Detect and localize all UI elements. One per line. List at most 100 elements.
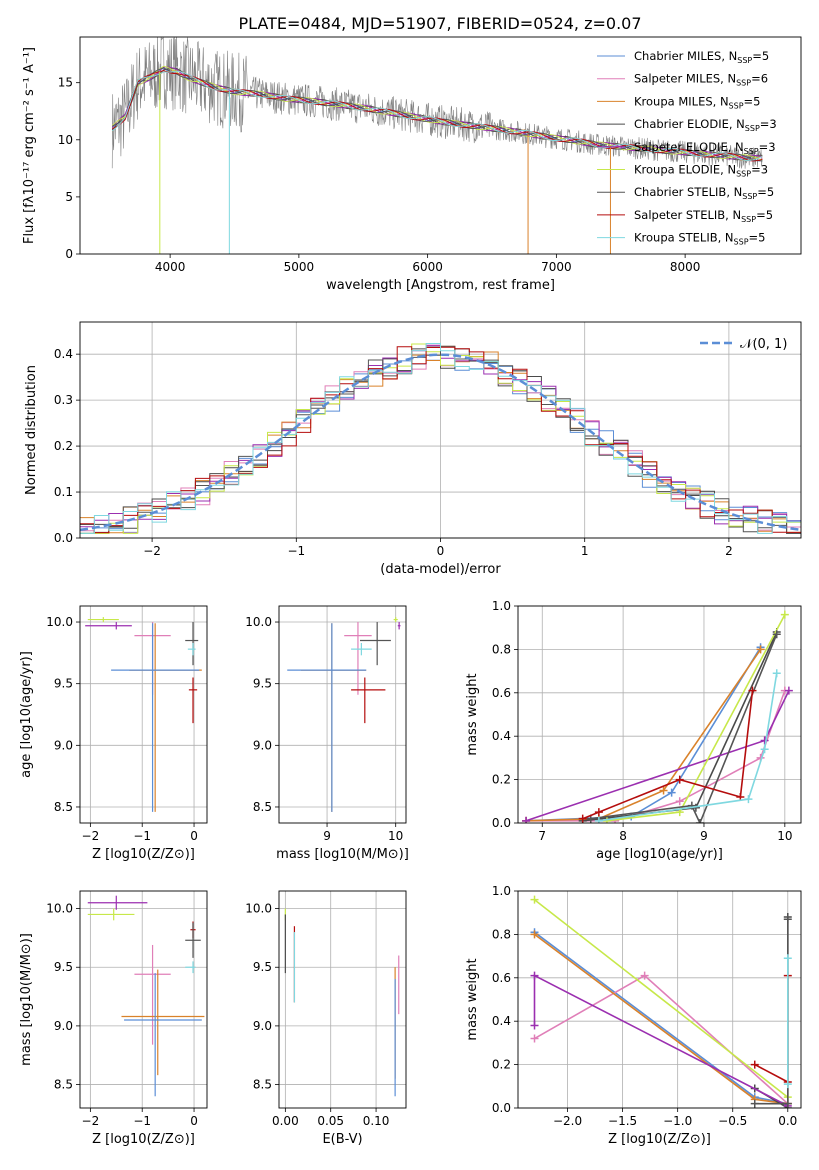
- x-axis-label: Z [log10(Z/Z⊙)]: [92, 847, 195, 862]
- y-tick-label: 0.4: [492, 729, 511, 743]
- weight-marker: [783, 1099, 792, 1108]
- weight-marker: [640, 971, 649, 980]
- weight-marker: [675, 775, 684, 784]
- data-point: [87, 908, 135, 921]
- x-tick-label: 0: [190, 829, 198, 843]
- x-tick-label: −1: [133, 1114, 151, 1128]
- age-vs-metallicity-panel: −2 −1 0 8.5 9.0 9.5 10.0 Z [log10(Z/Z⊙)] age [lo…: [19, 605, 208, 862]
- legend-entry: Kroupa ELODIE, NSSP=3: [634, 163, 768, 179]
- y-tick-label: 0.8: [492, 642, 511, 656]
- x-tick-label: −1.5: [608, 1114, 637, 1128]
- data-point: [185, 961, 196, 974]
- data-point: [85, 622, 132, 630]
- residual-histogram-line: [80, 343, 801, 534]
- y-tick-label: 9.5: [253, 960, 272, 974]
- y-tick-label: 0.3: [54, 393, 73, 407]
- x-tick-label: 0.00: [272, 1114, 299, 1128]
- data-point: [185, 622, 199, 666]
- x-tick-label: 0.10: [363, 1114, 390, 1128]
- weight-marker: [687, 801, 696, 810]
- normal-curve-line: [80, 353, 801, 532]
- weight-marker: [695, 819, 704, 823]
- x-axis-label: (data-model)/error: [380, 562, 501, 577]
- weight-marker: [783, 954, 792, 963]
- axes-frame: [278, 890, 407, 1109]
- x-tick-label: 9: [700, 829, 708, 843]
- x-tick-label: 0.05: [317, 1114, 344, 1128]
- weight-marker: [772, 669, 781, 678]
- legend-entry: Salpeter MILES, NSSP=6: [634, 72, 768, 88]
- legend-entry: 𝒩(0, 1): [740, 337, 787, 352]
- data-point: [360, 622, 391, 666]
- plot-area: [284, 908, 400, 1097]
- x-tick-label: −2: [82, 1114, 100, 1128]
- residuals-panel: −2 −1 0 1 2 0.0 0.1 0.2 0.3 0.4 (data-model)/error…: [24, 321, 802, 577]
- x-tick-label: 1: [581, 544, 589, 558]
- legend-entry: Kroupa MILES, NSSP=5: [634, 94, 760, 110]
- plot-area: [87, 895, 205, 1097]
- x-tick-label: 6000: [412, 260, 443, 274]
- weight-series-line: [598, 673, 778, 822]
- legend-entry: Chabrier MILES, NSSP=5: [634, 49, 769, 65]
- y-tick-label: 0.4: [492, 1014, 511, 1028]
- weight-marker: [675, 797, 684, 806]
- model-spectrum-line: [111, 65, 763, 161]
- weight-marker: [530, 895, 539, 904]
- y-tick-label: 0: [65, 247, 73, 261]
- y-tick-label: 0.1: [54, 485, 73, 499]
- x-tick-label: 7: [538, 829, 546, 843]
- legend-entry: Chabrier ELODIE, NSSP=3: [634, 117, 777, 133]
- y-tick-label: 9.5: [253, 677, 272, 691]
- data-point: [393, 617, 398, 623]
- legend: 𝒩(0, 1): [700, 337, 787, 352]
- weight-marker: [602, 816, 611, 823]
- data-point: [124, 973, 202, 1097]
- y-axis-label: mass [log10(M/M⊙)]: [19, 933, 34, 1066]
- weight-marker: [748, 686, 757, 695]
- weight-marker: [750, 1060, 759, 1069]
- x-tick-label: 4000: [155, 260, 186, 274]
- legend: Chabrier MILES, NSSP=5 Salpeter MILES, NS…: [597, 49, 777, 247]
- y-axis-label: Normed distribution: [24, 365, 39, 495]
- y-tick-label: 9.0: [54, 1019, 73, 1033]
- y-tick-label: 9.5: [54, 677, 73, 691]
- data-point: [300, 623, 367, 812]
- y-tick-label: 0.6: [492, 971, 511, 985]
- y-tick-label: 10.0: [46, 615, 73, 629]
- x-tick-label: 10: [777, 829, 792, 843]
- y-tick-label: 0.2: [492, 1058, 511, 1072]
- y-tick-label: 0.0: [492, 816, 511, 830]
- data-point: [87, 617, 119, 623]
- y-tick-label: 0.0: [492, 1101, 511, 1115]
- y-axis-label: Flux [fλ10⁻¹⁷ erg cm⁻² s⁻¹ A⁻¹]: [22, 47, 37, 244]
- weight-vs-age-panel: 7 8 9 10 0.0 0.2 0.4 0.6 0.8 1.0 age [log10(age/yr…: [465, 599, 802, 862]
- legend-entry: Kroupa STELIB, NSSP=5: [634, 231, 765, 247]
- x-tick-label: −2: [143, 544, 161, 558]
- x-tick-label: 8000: [670, 260, 701, 274]
- plot-area: [111, 37, 763, 254]
- data-point: [287, 623, 367, 812]
- weight-marker: [530, 971, 539, 980]
- axes-frame: [79, 890, 208, 1109]
- data-point: [111, 623, 200, 812]
- weight-marker: [530, 1034, 539, 1043]
- weight-marker: [756, 645, 765, 654]
- y-tick-label: 0.8: [492, 927, 511, 941]
- axes-frame: [517, 890, 802, 1109]
- observed-spectrum-line: [111, 37, 763, 169]
- weight-marker: [760, 736, 769, 745]
- data-point: [121, 969, 205, 1076]
- y-tick-label: 0.6: [492, 686, 511, 700]
- y-tick-label: 9.5: [54, 960, 73, 974]
- axes-frame: [278, 605, 407, 824]
- x-tick-label: 8: [619, 829, 627, 843]
- weight-series-line: [526, 648, 762, 822]
- weight-series-line: [534, 899, 789, 1098]
- y-tick-label: 9.0: [54, 738, 73, 752]
- weight-marker: [530, 930, 539, 939]
- data-point: [351, 677, 386, 724]
- x-tick-label: −1: [287, 544, 305, 558]
- data-point: [134, 944, 171, 1045]
- plot-area: [287, 617, 401, 812]
